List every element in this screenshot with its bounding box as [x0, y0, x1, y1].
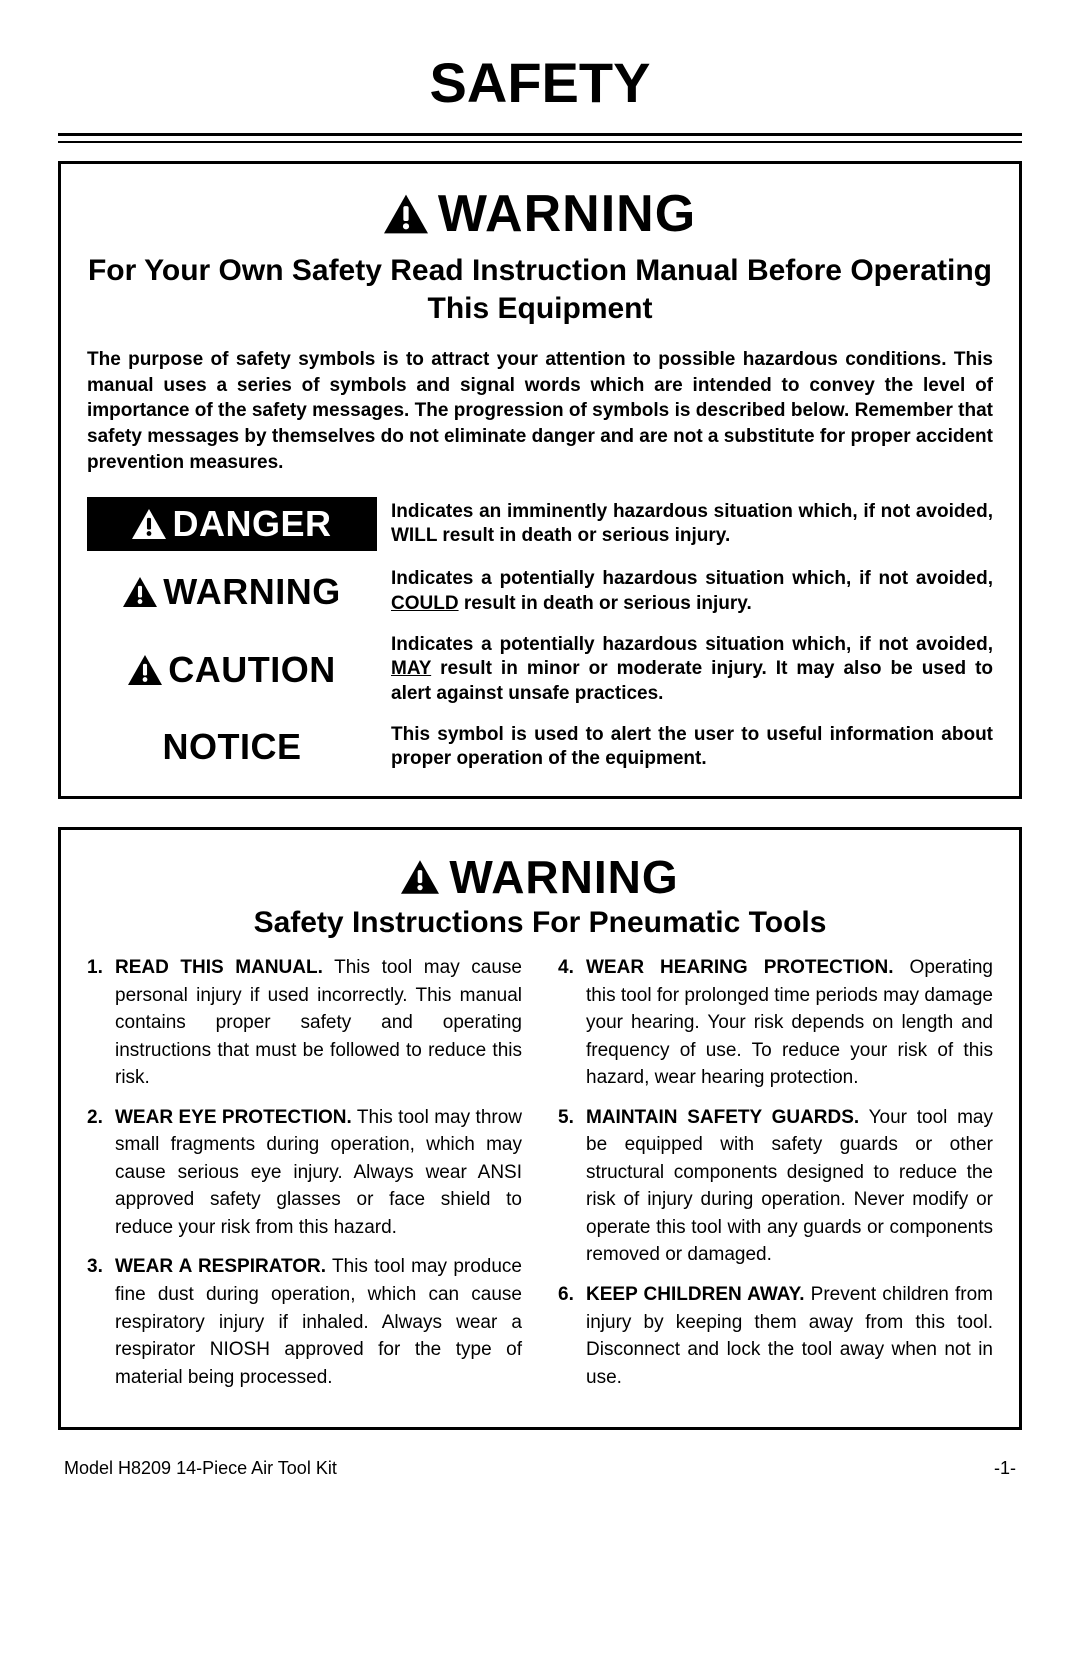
box1-subtitle: For Your Own Safety Read Instruction Man… [87, 252, 993, 327]
instr-3: 3. WEAR A RESPIRATOR. This tool may prod… [87, 1253, 522, 1391]
safety-symbols-box: WARNING For Your Own Safety Read Instruc… [58, 161, 1022, 799]
notice-label: NOTICE [87, 726, 377, 768]
instr-6-lead: KEEP CHILDREN AWAY. [586, 1284, 805, 1305]
caution-row: CAUTION Indicates a potentially hazardou… [87, 633, 993, 707]
box2-subtitle: Safety Instructions For Pneumatic Tools [87, 906, 993, 940]
instr-6: 6. KEEP CHILDREN AWAY. Prevent children … [558, 1281, 993, 1391]
box1-intro: The purpose of safety symbols is to attr… [87, 347, 993, 475]
caution-desc-post: result in minor or moderate injury. It m… [391, 658, 993, 704]
col-right: 4. WEAR HEARING PROTECTION. Operating th… [558, 954, 993, 1403]
title-rule [58, 133, 1022, 143]
instr-6-num: 6. [558, 1281, 574, 1309]
instr-5-lead: MAINTAIN SAFETY GUARDS. [586, 1107, 859, 1128]
instr-1-num: 1. [87, 954, 103, 982]
page-title: SAFETY [58, 50, 1022, 115]
warning-desc-post: result in death or serious injury. [459, 593, 752, 614]
danger-text: DANGER [172, 503, 331, 545]
caution-triangle-icon [128, 655, 162, 685]
page-footer: Model H8209 14-Piece Air Tool Kit -1- [58, 1458, 1022, 1479]
caution-desc: Indicates a potentially hazardous situat… [391, 633, 993, 707]
instr-1-lead: READ THIS MANUAL. [115, 957, 323, 978]
footer-left: Model H8209 14-Piece Air Tool Kit [64, 1458, 337, 1479]
warning-row: WARNING Indicates a potentially hazardou… [87, 567, 993, 616]
instr-3-num: 3. [87, 1253, 103, 1281]
danger-desc: Indicates an imminently hazardous situat… [391, 500, 993, 549]
instr-4: 4. WEAR HEARING PROTECTION. Operating th… [558, 954, 993, 1092]
warning-triangle-icon [384, 194, 428, 234]
warning-label: WARNING [87, 571, 377, 613]
warning-desc: Indicates a potentially hazardous situat… [391, 567, 993, 616]
instructions-box: WARNING Safety Instructions For Pneumati… [58, 827, 1022, 1430]
danger-label: DANGER [87, 497, 377, 551]
warning-text: WARNING [163, 571, 341, 613]
instr-5-body: Your tool may be equipped with safety gu… [586, 1107, 993, 1266]
instr-2: 2. WEAR EYE PROTECTION. This tool may th… [87, 1104, 522, 1242]
warning-header-1: WARNING [87, 184, 993, 244]
caution-text: CAUTION [168, 649, 336, 691]
col-left: 1. READ THIS MANUAL. This tool may cause… [87, 954, 522, 1403]
instr-2-num: 2. [87, 1104, 103, 1132]
instructions-columns: 1. READ THIS MANUAL. This tool may cause… [87, 954, 993, 1403]
warning-desc-emph: COULD [391, 593, 459, 614]
warning-desc-pre: Indicates a potentially hazardous situat… [391, 568, 993, 589]
danger-row: DANGER Indicates an imminently hazardous… [87, 497, 993, 551]
warning-word-1: WARNING [438, 184, 696, 244]
instr-4-lead: WEAR HEARING PROTECTION. [586, 957, 894, 978]
warning-word-2: WARNING [449, 850, 678, 904]
instr-5-num: 5. [558, 1104, 574, 1132]
instr-2-lead: WEAR EYE PROTECTION. [115, 1107, 352, 1128]
warning-header-2: WARNING [87, 850, 993, 904]
caution-desc-pre: Indicates a potentially hazardous situat… [391, 634, 993, 655]
notice-row: NOTICE This symbol is used to alert the … [87, 723, 993, 772]
footer-right: -1- [994, 1458, 1016, 1479]
instr-4-num: 4. [558, 954, 574, 982]
caution-desc-emph: MAY [391, 658, 431, 679]
notice-text: NOTICE [162, 726, 301, 768]
warning-triangle-icon [123, 577, 157, 607]
instr-3-lead: WEAR A RESPIRATOR. [115, 1256, 326, 1277]
danger-triangle-icon [132, 509, 166, 539]
instr-1: 1. READ THIS MANUAL. This tool may cause… [87, 954, 522, 1092]
warning-triangle-icon [401, 860, 439, 894]
notice-desc: This symbol is used to alert the user to… [391, 723, 993, 772]
instr-5: 5. MAINTAIN SAFETY GUARDS. Your tool may… [558, 1104, 993, 1269]
caution-label: CAUTION [87, 649, 377, 691]
